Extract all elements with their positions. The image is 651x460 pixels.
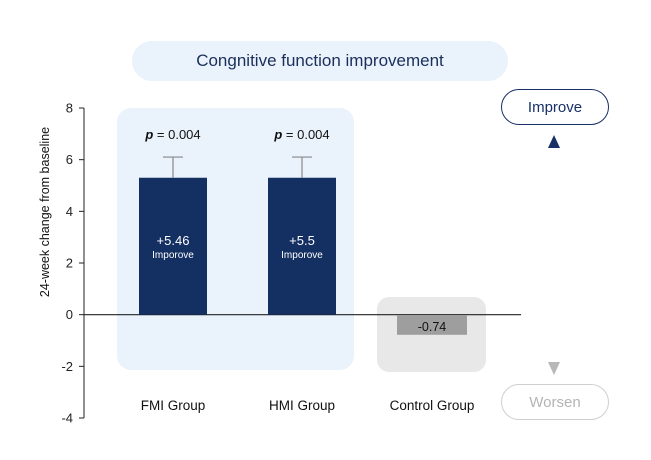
bar-value-label: +5.5 xyxy=(289,233,315,248)
x-category-label: Control Group xyxy=(390,398,475,413)
chart-title: Congnitive function improvement xyxy=(132,41,508,81)
p-symbol: p xyxy=(273,127,282,142)
y-tick-label: -4 xyxy=(61,411,73,426)
bar xyxy=(139,177,207,315)
bar-sub-label: Imporove xyxy=(152,250,194,261)
p-value-label: p = 0.004 xyxy=(144,127,200,142)
p-value-text: = 0.004 xyxy=(282,127,329,142)
improve-worsen-arrow xyxy=(548,135,560,375)
y-tick-label: -2 xyxy=(61,359,73,374)
worsen-label: Worsen xyxy=(501,384,609,420)
bar xyxy=(268,177,336,315)
y-tick-label: 2 xyxy=(66,256,73,271)
p-value-text: = 0.004 xyxy=(153,127,200,142)
y-tick-label: 0 xyxy=(66,307,73,322)
bar-value-label: +5.46 xyxy=(157,233,190,248)
x-category-label: FMI Group xyxy=(141,398,206,413)
y-tick-label: 4 xyxy=(66,204,73,219)
bar-sub-label: Imporove xyxy=(281,250,323,261)
x-category-label: HMI Group xyxy=(269,398,335,413)
y-tick-label: 6 xyxy=(66,152,73,167)
improve-label: Improve xyxy=(501,89,609,125)
bar xyxy=(397,315,467,335)
p-value-label: p = 0.004 xyxy=(273,127,329,142)
p-symbol: p xyxy=(144,127,153,142)
y-axis-label: 24-week change from baseline xyxy=(38,127,52,297)
bar-value-label: -0.74 xyxy=(418,320,447,334)
y-tick-label: 8 xyxy=(66,101,73,116)
